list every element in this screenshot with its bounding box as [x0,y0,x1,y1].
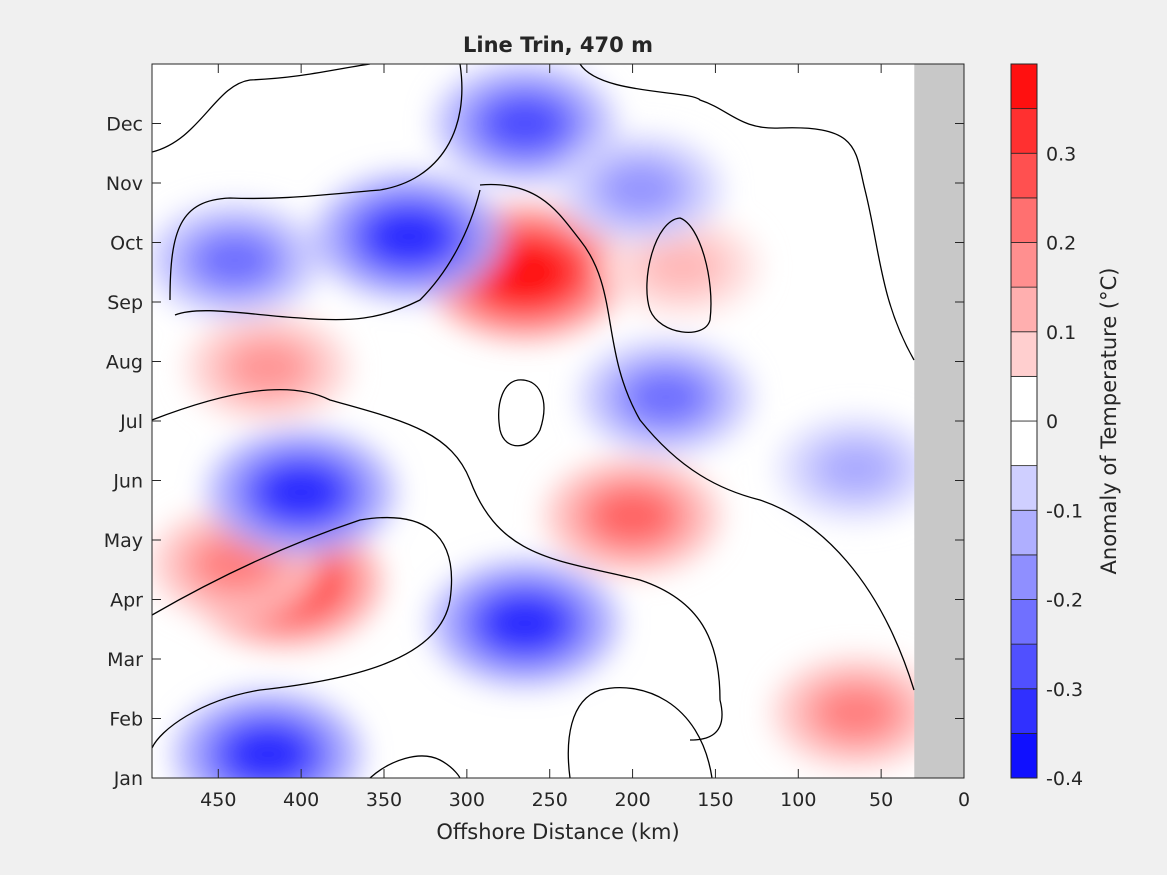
colorbar-segment [1010,286,1038,333]
colorbar-label: Anomaly of Temperature (°C) [1097,268,1121,575]
anomaly-blob [196,538,273,589]
chart-title: Line Trin, 470 m [463,33,653,57]
colorbar-segment [1010,643,1038,690]
anomaly-blob [480,242,570,303]
zero-contour [646,217,712,333]
colorbar-tick-label: -0.1 [1046,500,1083,522]
zero-contour [174,189,481,321]
zero-contour [369,755,461,778]
colorbar-segment [1010,197,1038,243]
anomaly-blob [196,234,274,286]
anomaly-blob [627,371,705,423]
colorbar-tick-label: -0.4 [1046,768,1083,790]
colorbar-segment [1010,554,1038,600]
x-tick-label: 250 [532,789,568,811]
anomaly-blob [593,490,672,543]
zero-contour [152,388,723,741]
anomaly-blob [258,464,344,521]
anomaly-blob [603,164,678,214]
x-tick-label: 400 [283,789,319,811]
colorbar-tick-label: -0.2 [1046,590,1083,612]
x-axis-label: Offshore Distance (km) [436,820,679,844]
y-tick-label: Jun [112,471,143,493]
anomaly-blob [818,687,895,738]
y-tick-label: Jan [113,768,143,790]
colorbar-segment [1010,599,1038,645]
y-tick-label: Dec [106,114,143,136]
y-axis: Jan Feb Mar Apr May Jun Jul Aug Sep Oct Nov Dec [104,114,964,790]
y-tick-label: May [104,530,143,552]
x-axis: 450 400 350 300 250 200 150 100 50 0 [200,64,970,811]
colorbar-segment [1010,242,1038,288]
anomaly-blob [647,243,718,290]
y-tick-label: Apr [110,590,143,612]
colorbar-segment [1010,63,1038,110]
colorbar-segment [1010,331,1038,377]
colorbar-frame [1010,63,1038,779]
y-tick-label: Sep [107,292,143,314]
y-tick-label: Mar [107,649,143,671]
zero-contour [479,183,915,691]
x-tick-label: 450 [200,789,236,811]
zero-contour [169,64,463,301]
y-tick-label: Nov [106,173,143,195]
colorbar-tick-label: 0.3 [1046,143,1076,165]
zero-contour [498,379,545,447]
x-tick-label: 200 [614,789,650,811]
anomaly-blob [231,343,305,392]
colorbar-segment [1010,732,1038,779]
anomaly-blob [484,96,566,151]
y-tick-label: Oct [110,233,143,255]
colorbar-segment [1010,688,1038,734]
colorbar-tick-label: 0 [1046,411,1058,433]
x-tick-label: 50 [869,789,893,811]
anomaly-blob [820,445,893,493]
x-tick-label: 350 [366,789,402,811]
colorbar-tick-label: -0.3 [1046,679,1083,701]
colorbar-tick-label: 0.2 [1046,233,1076,255]
y-tick-label: Jul [119,411,143,433]
anomaly-field [152,64,941,778]
anomaly-blob [225,725,311,778]
zero-contour [567,686,713,778]
x-tick-label: 100 [780,789,816,811]
x-tick-label: 0 [958,789,970,811]
zero-contour [152,64,371,153]
zero-contour [579,64,915,361]
zero-contour [152,516,453,749]
colorbar-segment [1010,152,1038,199]
colorbar-segment [1010,420,1038,467]
x-tick-label: 300 [449,789,485,811]
y-tick-label: Aug [106,352,143,374]
plot-area: 450 400 350 300 250 200 150 100 50 0 Jan Feb Mar Apr… [104,63,970,811]
anomaly-blob [366,208,452,265]
y-tick-label: Feb [109,709,143,731]
colorbar-segment [1010,375,1038,422]
colorbar-tick-label: 0.1 [1046,322,1076,344]
anomaly-blob [482,594,568,652]
x-tick-label: 150 [697,789,733,811]
colorbar-segment [1010,108,1038,154]
colorbar-segment [1010,509,1038,556]
colorbar: 0.3 0.2 0.1 0 -0.1 -0.2 -0.3 -0.4 [1010,63,1083,790]
zero-contour-lines [152,64,915,778]
colorbar-segment [1010,465,1038,511]
